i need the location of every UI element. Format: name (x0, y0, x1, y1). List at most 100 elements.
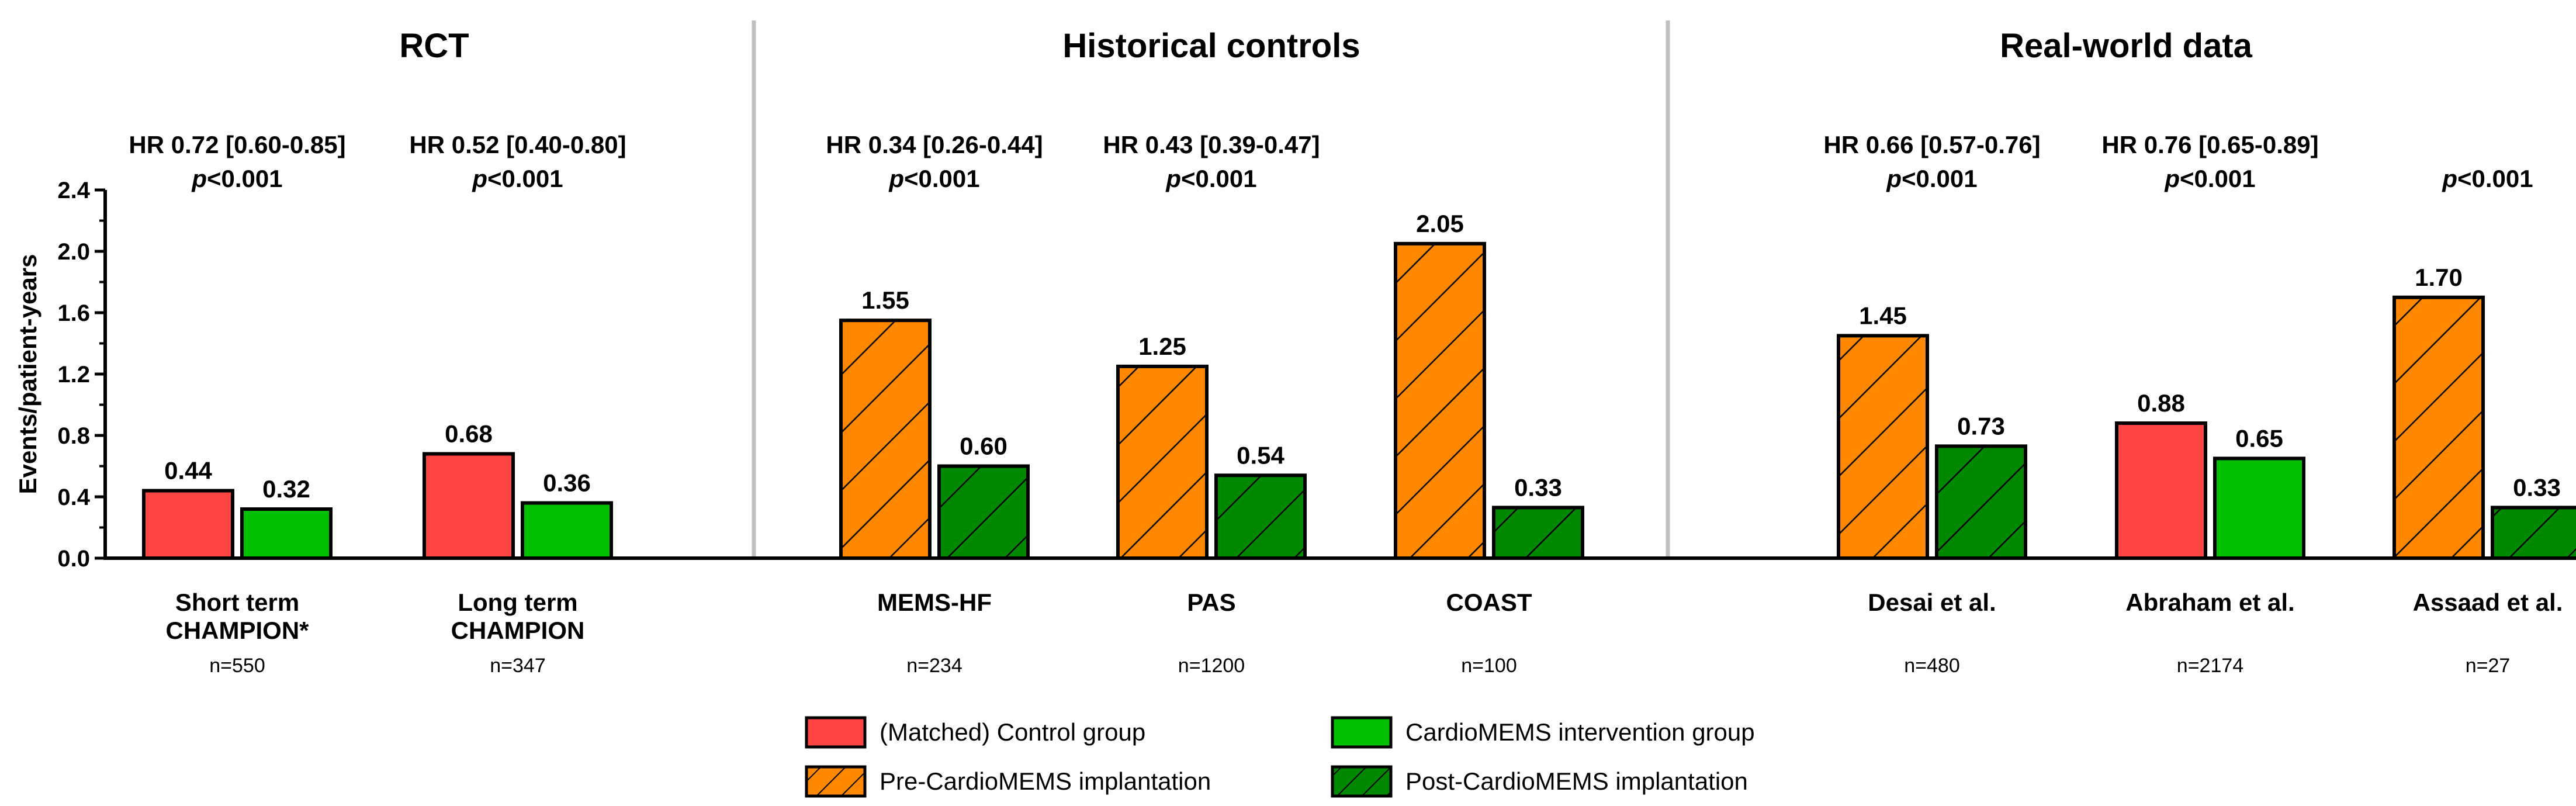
section-title: RCT (399, 27, 469, 65)
sample-size-label: n=234 (906, 655, 962, 677)
p-value-label: p<0.001 (2442, 165, 2533, 192)
legend: (Matched) Control group CardioMEMS interv… (805, 716, 1755, 798)
bar-value-label: 0.36 (543, 469, 591, 497)
y-tick-label: 1.6 (57, 300, 90, 326)
bar-value-label: 0.54 (1237, 441, 1284, 469)
bar-outline (2115, 421, 2207, 560)
legend-label: CardioMEMS intervention group (1405, 718, 1755, 746)
bar-control (424, 454, 513, 558)
hazard-ratio-label: HR 0.72 [0.60-0.85] (129, 131, 345, 158)
bar-value-label: 0.68 (445, 420, 493, 448)
bar-value-label: 1.55 (861, 286, 909, 314)
legend-label: Post-CardioMEMS implantation (1405, 767, 1748, 795)
bar-value-label: 0.88 (2137, 389, 2185, 417)
bar-value-label: 2.05 (1416, 210, 1464, 237)
bar-value-label: 0.44 (164, 457, 212, 485)
bar-outline (240, 507, 333, 560)
section-title: Real-world data (2000, 27, 2253, 65)
hazard-ratio-label: HR 0.43 [0.39-0.47] (1103, 131, 1320, 158)
bar-intervention (2215, 458, 2304, 558)
bar-outline (521, 501, 613, 560)
sample-size-label: n=347 (490, 655, 546, 677)
bar-hatch (1118, 366, 1207, 558)
bar-value-label: 0.65 (2235, 424, 2283, 452)
legend-label: (Matched) Control group (880, 718, 1145, 746)
sample-size-label: n=550 (209, 655, 265, 677)
p-value-label: p<0.001 (1886, 165, 1977, 192)
p-value-label: p<0.001 (2164, 165, 2255, 192)
bar-intervention (522, 503, 611, 558)
bar-hatch (1396, 243, 1484, 558)
bar-outline (142, 489, 234, 560)
sample-size-label: n=2174 (2177, 655, 2243, 677)
bar-value-label: 1.25 (1138, 333, 1186, 360)
category-label: Desai et al. (1868, 589, 1996, 616)
bar-outline (839, 319, 932, 560)
bar-value-label: 1.70 (2415, 264, 2463, 291)
bar-value-label: 1.45 (1859, 302, 1907, 329)
legend-swatch-hatch (806, 767, 865, 796)
bar-outline (937, 464, 1030, 560)
legend-label: Pre-CardioMEMS implantation (880, 767, 1211, 795)
category-label: MEMS-HF (877, 589, 992, 616)
y-tick-label: 0.0 (57, 546, 90, 572)
bar-hatch (1838, 335, 1927, 558)
bar-hatch (1937, 446, 2026, 558)
bar-outline (2213, 456, 2305, 560)
legend-swatch-outline (805, 716, 867, 749)
sample-size-label: n=480 (1904, 655, 1960, 677)
p-value-label: p<0.001 (888, 165, 979, 192)
bar-outline (2491, 506, 2576, 560)
sample-size-label: n=27 (2466, 655, 2511, 677)
bar-hatch (1216, 475, 1305, 558)
category-label: Short term (175, 589, 299, 616)
bar-hatch (2394, 297, 2483, 558)
bar-hatch (2492, 507, 2576, 558)
bar-value-label: 0.60 (960, 433, 1007, 460)
bar-control (144, 490, 233, 558)
sample-size-label: n=1200 (1178, 655, 1245, 677)
y-tick-label: 1.2 (57, 362, 90, 388)
category-label: Assaad et al. (2413, 589, 2563, 616)
legend-swatch-outline (1331, 765, 1393, 798)
bar-outline (1492, 506, 1584, 560)
bar-intervention (242, 509, 331, 558)
bar-value-label: 0.33 (2513, 473, 2561, 501)
labels: RCT HR 0.72 [0.60-0.85] p<0.001 0.44 0.32 Sho… (129, 27, 2563, 677)
p-value-label: p<0.001 (191, 165, 282, 192)
y-tick-label: 2.0 (57, 239, 90, 265)
bar-outline (423, 452, 515, 560)
bar-outline (1837, 334, 1929, 560)
bar-outline (1116, 364, 1209, 560)
bar-outline (1214, 473, 1307, 560)
sample-size-label: n=100 (1461, 655, 1517, 677)
bars (142, 241, 2576, 560)
category-label: Long term (458, 589, 577, 616)
category-label: COAST (1446, 589, 1532, 616)
hazard-ratio-label: HR 0.52 [0.40-0.80] (409, 131, 626, 158)
bar-value-label: 0.73 (1957, 412, 2005, 440)
bar-outline (1394, 241, 1486, 560)
legend-swatch-control (806, 718, 865, 747)
bar-value-label: 0.32 (262, 475, 310, 503)
category-label: CHAMPION (451, 617, 585, 644)
hazard-ratio-label: HR 0.34 [0.26-0.44] (826, 131, 1043, 158)
bar-hatch (939, 466, 1028, 558)
section-dividers (752, 20, 1670, 558)
category-label: CHAMPION* (165, 617, 309, 644)
y-tick-label: 0.4 (57, 485, 90, 510)
bar-control (2117, 423, 2205, 558)
y-tick-label: 2.4 (57, 178, 90, 203)
legend-swatch-intervention (1332, 718, 1391, 747)
hazard-ratio-label: HR 0.66 [0.57-0.76] (1823, 131, 2040, 158)
bar-hatch (841, 320, 930, 558)
category-label: Abraham et al. (2125, 589, 2294, 616)
bar-hatch (1494, 507, 1583, 558)
hazard-ratio-label: HR 0.76 [0.65-0.89] (2101, 131, 2318, 158)
category-label: PAS (1187, 589, 1235, 616)
y-axis-label: Events/patient-years (14, 254, 41, 494)
section-title: Historical controls (1062, 27, 1360, 65)
bar-outline (1935, 444, 2027, 560)
bar-value-label: 0.33 (1514, 473, 1562, 501)
p-value-label: p<0.001 (1165, 165, 1256, 192)
